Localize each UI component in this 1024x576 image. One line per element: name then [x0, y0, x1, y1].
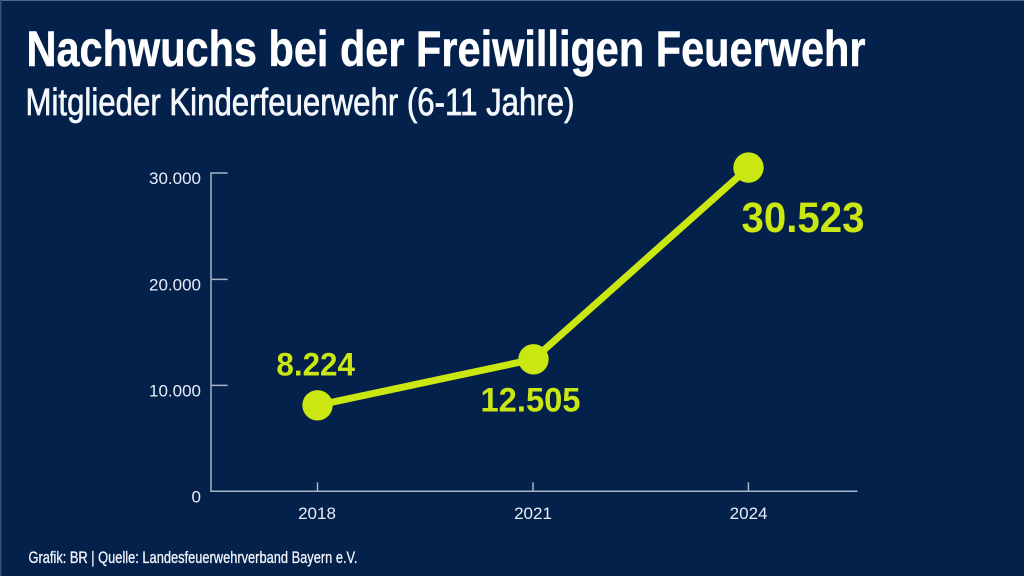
svg-text:20.000: 20.000	[149, 276, 201, 295]
svg-text:Nachwuchs bei der Freiwilligen: Nachwuchs bei der Freiwilligen Feuerwehr	[27, 21, 866, 77]
svg-text:2024: 2024	[730, 504, 768, 523]
svg-text:2018: 2018	[298, 504, 336, 523]
svg-text:30.000: 30.000	[149, 169, 201, 188]
svg-text:10.000: 10.000	[149, 382, 201, 401]
svg-text:Grafik: BR | Quelle: Landesfeu: Grafik: BR | Quelle: Landesfeuerwehrverb…	[29, 549, 358, 567]
svg-text:2021: 2021	[514, 504, 552, 523]
svg-text:8.224: 8.224	[276, 347, 355, 383]
svg-text:0: 0	[192, 488, 201, 507]
svg-text:12.505: 12.505	[481, 382, 581, 420]
svg-text:30.523: 30.523	[742, 194, 865, 242]
svg-text:Mitglieder Kinderfeuerwehr (6-: Mitglieder Kinderfeuerwehr (6-11 Jahre)	[26, 82, 575, 124]
